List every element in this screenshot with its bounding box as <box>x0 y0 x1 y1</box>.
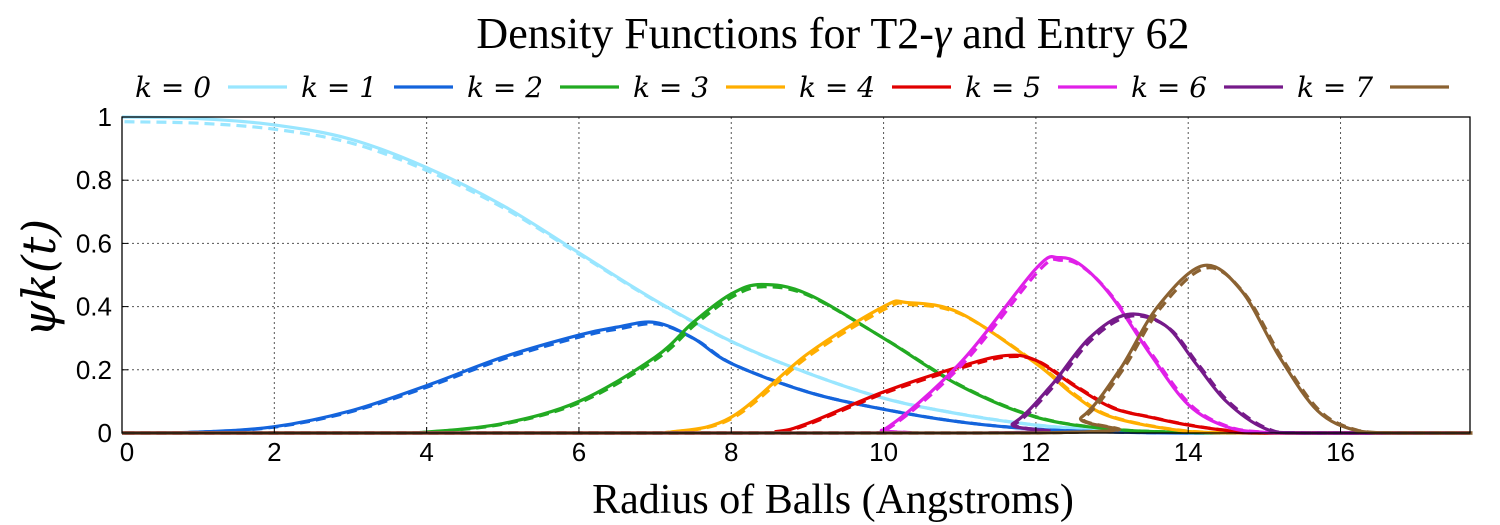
y-tick-label: 0.4 <box>76 292 112 322</box>
x-tick-label: 6 <box>572 437 586 467</box>
chart-title-main: Density Functions for T2- <box>476 9 934 58</box>
plot-frame <box>121 116 1471 434</box>
y-tick-label: 0.8 <box>76 165 112 195</box>
series-line-5-dashed <box>124 257 1473 435</box>
x-tick-label: 2 <box>267 437 281 467</box>
series-line-4 <box>121 353 1470 435</box>
legend-label-4: k = 4 <box>799 71 875 104</box>
legend-label-6: k = 6 <box>1131 71 1207 104</box>
legend-label-5: k = 5 <box>965 71 1041 104</box>
y-axis-label: ψk(t) <box>12 219 66 337</box>
x-tick-label: 0 <box>120 437 134 467</box>
legend: k = 0 k = 1 k = 2 k = 3 k = 4 k = 5 k = 6 k = 7 <box>135 71 1449 104</box>
x-tick-label: 4 <box>419 437 433 467</box>
y-tick-label: 0.6 <box>76 228 112 258</box>
series-line-5 <box>121 255 1470 435</box>
series-lines <box>121 115 1473 435</box>
series-line-0 <box>121 115 1470 435</box>
legend-label-1: k = 1 <box>301 71 377 104</box>
grid <box>122 116 1470 433</box>
series-line-7-dashed <box>124 266 1473 435</box>
series-line-6 <box>121 312 1470 435</box>
legend-label-2: k = 2 <box>467 71 543 104</box>
series-line-0-dashed <box>124 120 1473 435</box>
series-line-4-dashed <box>124 354 1473 435</box>
y-tick-label: 1 <box>98 102 112 132</box>
tick-labels: 0 2 4 6 8 10 12 14 16 0 0.2 0.4 0.6 0.8 1 <box>76 102 1355 467</box>
y-tick-label: 0.2 <box>76 355 112 385</box>
x-tick-label: 16 <box>1326 437 1355 467</box>
legend-label-3: k = 3 <box>633 71 709 104</box>
x-axis-label: Radius of Balls (Angstroms) <box>592 477 1074 523</box>
x-tick-label: 8 <box>724 437 738 467</box>
x-tick-label: 12 <box>1021 437 1050 467</box>
chart-title-end: and Entry 62 <box>951 9 1189 58</box>
x-tick-label: 14 <box>1174 437 1203 467</box>
chart-title-gamma: γ <box>934 9 953 58</box>
legend-label-7: k = 7 <box>1297 71 1373 104</box>
y-tick-label: 0 <box>98 418 112 448</box>
legend-label-0: k = 0 <box>135 71 211 104</box>
x-tick-label: 10 <box>869 437 898 467</box>
chart-title: Density Functions for T2-γ and Entry 62 <box>476 9 1189 58</box>
